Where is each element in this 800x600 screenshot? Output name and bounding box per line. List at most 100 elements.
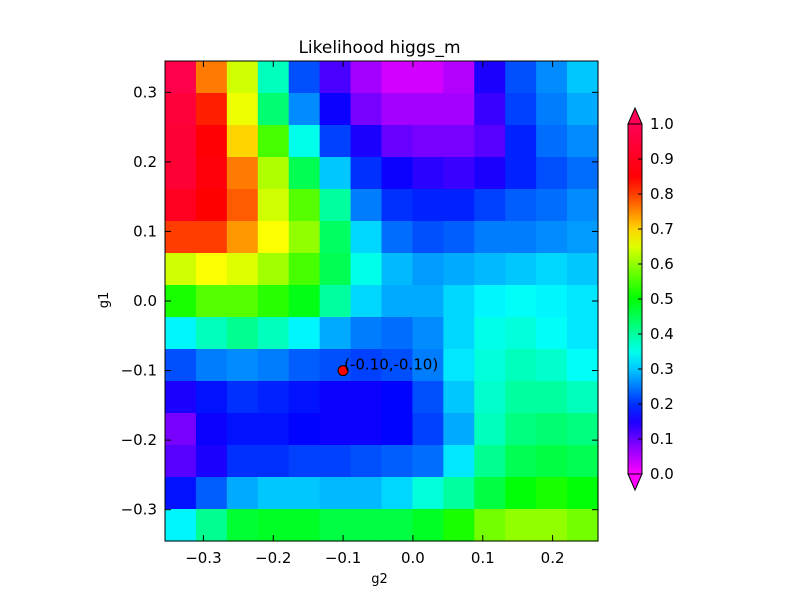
heatmap-cell [412, 381, 444, 414]
heatmap-cell [443, 93, 475, 126]
colorbar-tick-label: 0.6 [650, 255, 674, 273]
heatmap-cell [536, 285, 568, 318]
heatmap-cell [350, 221, 383, 254]
heatmap-cell [443, 509, 475, 542]
y-tick-label: −0.2 [121, 431, 157, 449]
heatmap-cell [350, 285, 383, 318]
heatmap-cell [288, 157, 321, 190]
heatmap-cell [226, 189, 259, 222]
heatmap-cell [412, 221, 444, 254]
heatmap-cell [381, 125, 414, 158]
chart-title: Likelihood higgs_m [298, 38, 460, 58]
heatmap-cell [319, 61, 352, 94]
heatmap-cell [257, 125, 290, 158]
heatmap-cell [165, 93, 197, 126]
heatmap-cell [226, 413, 259, 446]
heatmap-cell [288, 221, 321, 254]
heatmap-cell [195, 445, 228, 478]
heatmap-cell [443, 381, 475, 414]
colorbar-tick-label: 0.8 [650, 185, 674, 203]
heatmap-cell [226, 381, 259, 414]
heatmap-cell [226, 445, 259, 478]
heatmap-cell [474, 349, 506, 382]
heatmap-cell [412, 61, 444, 94]
marker-label: (-0.10,-0.10) [344, 356, 438, 374]
heatmap-cell [319, 413, 352, 446]
heatmap-cell [412, 317, 444, 350]
heatmap-cell [226, 285, 259, 318]
heatmap-cell [288, 285, 321, 318]
heatmap-cell [226, 253, 259, 286]
heatmap-cell [165, 349, 197, 382]
heatmap-cell [505, 349, 537, 382]
heatmap-cell [567, 189, 599, 222]
heatmap-cell [567, 317, 599, 350]
heatmap-cell [536, 157, 568, 190]
heatmap-cells [165, 61, 599, 542]
heatmap-cell [381, 285, 414, 318]
x-axis-ticks: −0.3 −0.2 −0.1 0.0 0.1 0.2 [185, 61, 565, 567]
heatmap-cell [381, 189, 414, 222]
heatmap-cell [567, 413, 599, 446]
heatmap-cell [195, 125, 228, 158]
heatmap-cell [319, 125, 352, 158]
heatmap-cell [443, 253, 475, 286]
heatmap-cell [443, 125, 475, 158]
heatmap-cell [567, 445, 599, 478]
heatmap-cell [319, 189, 352, 222]
heatmap-cell [443, 445, 475, 478]
colorbar-tick-label: 0.5 [650, 290, 674, 308]
heatmap-cell [412, 125, 444, 158]
heatmap-cell [165, 61, 197, 94]
heatmap-cell [505, 125, 537, 158]
heatmap-cell [381, 253, 414, 286]
heatmap-cell [350, 317, 383, 350]
heatmap-cell [505, 477, 537, 510]
colorbar-tick-label: 0.7 [650, 220, 674, 238]
x-tick-label: 0.1 [471, 549, 495, 567]
heatmap-cell [165, 253, 197, 286]
heatmap-cell [257, 413, 290, 446]
colorbar-tick-label: 0.1 [650, 430, 674, 448]
heatmap-cell [505, 189, 537, 222]
heatmap-cell [226, 221, 259, 254]
heatmap-cell [536, 477, 568, 510]
heatmap-cell [226, 61, 259, 94]
x-axis-label: g2 [371, 572, 388, 587]
heatmap-cell [381, 413, 414, 446]
heatmap-cell [474, 189, 506, 222]
heatmap-cell [195, 221, 228, 254]
y-axis-label: g1 [97, 292, 112, 309]
heatmap-cell [319, 509, 352, 542]
heatmap-cell [350, 509, 383, 542]
heatmap-cell [226, 157, 259, 190]
heatmap-cell [165, 381, 197, 414]
heatmap-cell [257, 477, 290, 510]
heatmap-cell [443, 477, 475, 510]
heatmap-cell [567, 381, 599, 414]
heatmap-cell [195, 189, 228, 222]
heatmap-cell [474, 413, 506, 446]
heatmap-cell [257, 221, 290, 254]
colorbar-tick-label: 0.4 [650, 325, 674, 343]
heatmap-cell [288, 381, 321, 414]
heatmap-cell [288, 61, 321, 94]
heatmap-cell [226, 349, 259, 382]
colorbar: 1.0 0.9 0.8 0.7 0.6 0.5 0.4 0.3 0.2 0.1 0.0 [627, 106, 674, 492]
colorbar-tick-label: 1.0 [650, 115, 674, 133]
heatmap-cell [288, 349, 321, 382]
heatmap-cell [165, 189, 197, 222]
heatmap-cell [165, 445, 197, 478]
heatmap-cell [536, 317, 568, 350]
colorbar-tick-label: 0.3 [650, 360, 674, 378]
heatmap-cell [350, 445, 383, 478]
heatmap-cell [567, 509, 599, 542]
heatmap-cell [536, 381, 568, 414]
heatmap-cell [350, 189, 383, 222]
heatmap-cell [288, 189, 321, 222]
heatmap-cell [381, 317, 414, 350]
heatmap-cell [536, 93, 568, 126]
heatmap-cell [195, 509, 228, 542]
heatmap-cell [195, 93, 228, 126]
heatmap-cell [412, 253, 444, 286]
